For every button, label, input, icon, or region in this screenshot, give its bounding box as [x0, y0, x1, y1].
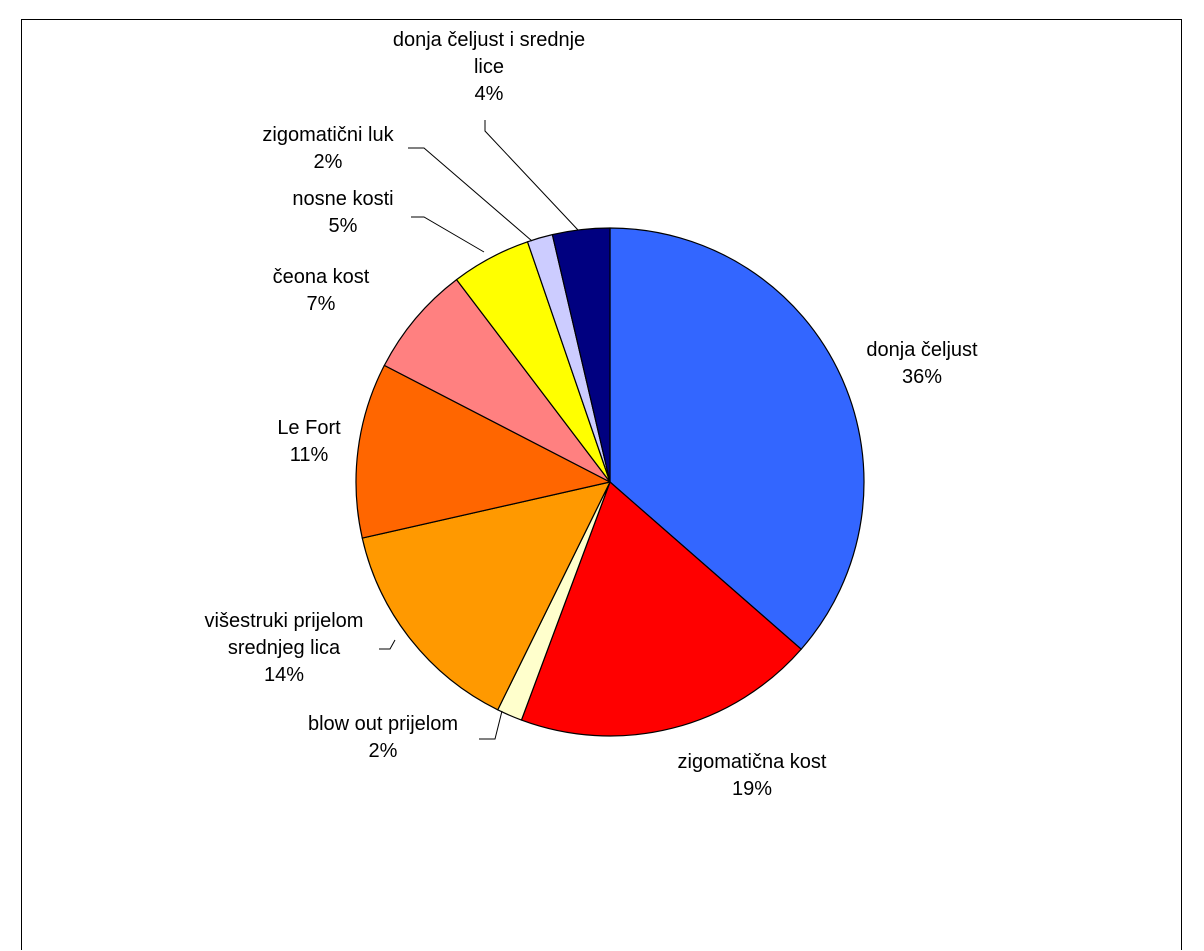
slice-label: blow out prijelom 2% [308, 713, 458, 762]
pie-slices [355, 227, 865, 737]
slice-name-label: višestruki prijelom [205, 610, 364, 632]
pie-slice [520, 481, 802, 737]
slice-percent-label: 7% [307, 293, 336, 315]
slice-name-label: donja čeljust i srednje [393, 29, 585, 51]
slice-label: donja čeljust 36% [866, 339, 978, 388]
slice-label: zigomatični luk 2% [262, 124, 394, 173]
slice-name-label: Le Fort [277, 417, 341, 439]
slice-percent-label: 36% [902, 366, 942, 388]
slice-percent-label: 2% [314, 151, 343, 173]
pie-slice [355, 364, 611, 539]
slice-percent-label: 2% [369, 740, 398, 762]
slice-label: zigomatična kost 19% [678, 751, 827, 800]
slice-percent-label: 14% [264, 664, 304, 686]
slice-name-label: srednjeg lica [228, 637, 341, 659]
slice-name-label: nosne kosti [292, 188, 393, 210]
pie-slice [383, 278, 611, 483]
leader-lines [379, 120, 579, 740]
slice-percent-label: 11% [290, 444, 329, 466]
slice-label: čeona kost 7% [273, 266, 370, 315]
pie-slice [609, 227, 865, 650]
slice-label: Le Fort 11% [277, 417, 341, 466]
slice-label: višestruki prijelom srednjeg lica 14% [205, 610, 364, 686]
pie-slice [551, 227, 611, 483]
slice-label: donja čeljust i srednje lice 4% [393, 29, 585, 105]
slice-name-label: zigomatični luk [262, 124, 394, 146]
leader-line [411, 216, 485, 253]
slice-label: nosne kosti 5% [292, 188, 393, 237]
leader-line [379, 639, 396, 650]
pie-slice [361, 481, 611, 711]
leader-line [484, 120, 579, 231]
slice-name-label: čeona kost [273, 266, 370, 288]
slice-name-label: lice [474, 56, 504, 78]
slice-name-label: blow out prijelom [308, 713, 458, 735]
slice-name-label: donja čeljust [866, 339, 978, 361]
slice-name-label: zigomatična kost [678, 751, 827, 773]
leader-line [408, 147, 533, 242]
slice-percent-label: 5% [329, 215, 358, 237]
leader-line [479, 710, 503, 740]
slice-percent-label: 4% [475, 83, 504, 105]
slice-labels: donja čeljust 36% zigomatična kost 19% blow … [205, 29, 979, 800]
slice-percent-label: 19% [732, 778, 772, 800]
